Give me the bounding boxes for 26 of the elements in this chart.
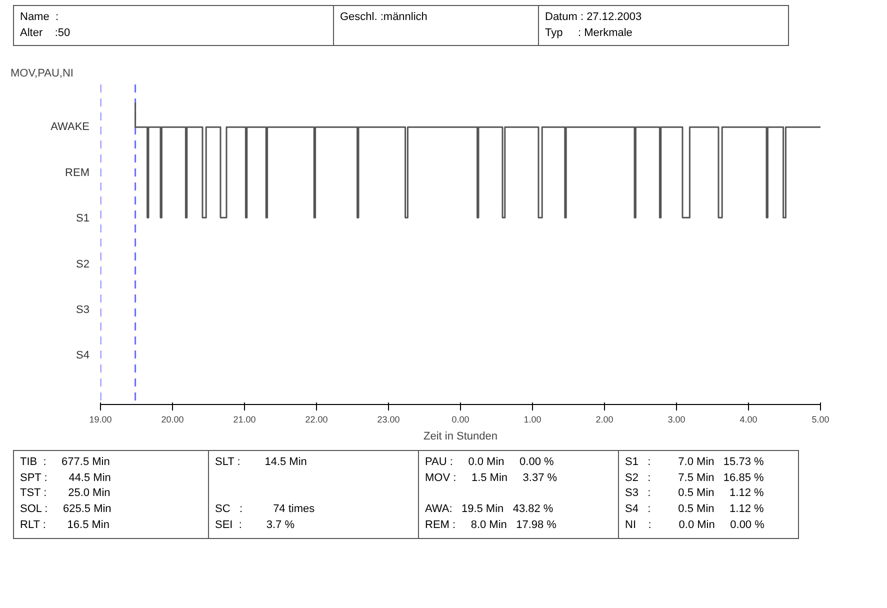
text: Datum : 27.12.2003 Typ : Merkmale xyxy=(538,6,788,46)
x-tick-label: 20.00 xyxy=(161,414,184,424)
text: S3 xyxy=(76,304,90,316)
text: S1 xyxy=(76,212,90,225)
x-tick-label: 1.00 xyxy=(524,414,542,424)
text: Name : Alter :50 xyxy=(14,6,334,46)
x-tick-label: 19.00 xyxy=(89,414,112,424)
x-tick-label: 23.00 xyxy=(377,414,400,424)
text: S2 xyxy=(76,258,90,270)
x-tick-label: 21.00 xyxy=(233,414,256,424)
x-tick-label: 5.00 xyxy=(812,414,830,424)
x-axis-title: Zeit in Stunden xyxy=(424,430,498,442)
text: PAU : 0.0 Min 0.00 % MOV : 1.5 Min 3.37 % AWA: 19.5 Min 43.82 % REM : 8.0 Min 17.98 % xyxy=(425,456,558,531)
x-tick-label: 0.00 xyxy=(452,414,470,424)
text: Geschl. :männlich xyxy=(334,6,538,46)
text: SLT : 14.5 Min SC : 74 times SEI : 3.7 % xyxy=(215,456,315,531)
text: S1 : 7.0 Min 15.73 % S2 : 7.5 Min 16.85 % S3 : 0.5 Min 1.12 % S4 : 0.5 Min 1.12 % NI : 0.0 Min 0.00 % xyxy=(618,450,798,538)
text: REM xyxy=(65,166,90,179)
text: S4 xyxy=(76,350,90,362)
text: AWAKE xyxy=(50,121,90,134)
chart-title: MOV,PAU,NI xyxy=(10,68,74,80)
text: TIB : 677.5 Min SPT : 44.5 Min TST : 25.0 Min SOL : 625.5 Min RLT : 16.5 Min xyxy=(14,450,208,538)
x-tick-label: 4.00 xyxy=(740,414,758,424)
x-tick-label: 22.00 xyxy=(305,414,328,424)
x-tick-label: 3.00 xyxy=(668,414,686,424)
x-tick-label: 2.00 xyxy=(596,414,614,424)
